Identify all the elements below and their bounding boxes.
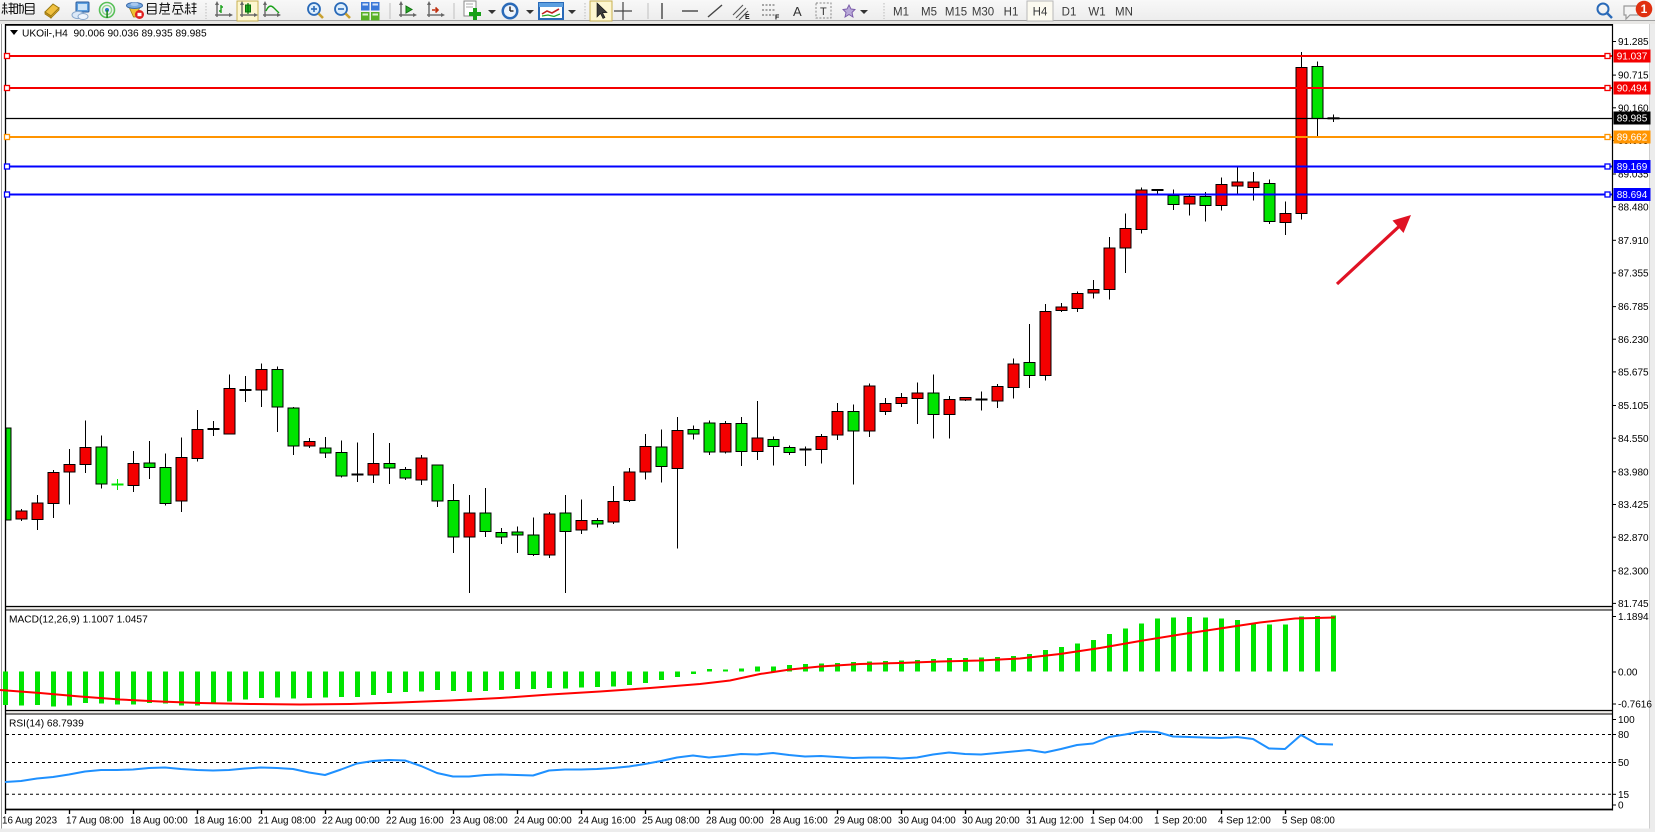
svg-text:82.300: 82.300 xyxy=(1618,566,1649,577)
svg-text:82.870: 82.870 xyxy=(1618,533,1649,544)
svg-text:W1: W1 xyxy=(1088,7,1105,19)
svg-text:89.035: 89.035 xyxy=(1618,170,1649,181)
svg-text:90.715: 90.715 xyxy=(1618,71,1649,82)
svg-text:UKOil-,H4 90.006 90.036 89.93: UKOil-,H4 90.006 90.036 89.935 89.985 xyxy=(22,29,207,40)
svg-text:A: A xyxy=(793,4,802,19)
svg-text:22 Aug 00:00: 22 Aug 00:00 xyxy=(322,816,380,827)
svg-text:M30: M30 xyxy=(972,7,994,19)
svg-text:50: 50 xyxy=(1618,758,1630,769)
svg-text:86.785: 86.785 xyxy=(1618,302,1649,313)
svg-text:23 Aug 08:00: 23 Aug 08:00 xyxy=(450,816,508,827)
svg-text:89.662: 89.662 xyxy=(1617,133,1648,144)
svg-text:-0.7616: -0.7616 xyxy=(1618,700,1652,711)
svg-text:22 Aug 16:00: 22 Aug 16:00 xyxy=(386,816,444,827)
svg-text:1 Sep 20:00: 1 Sep 20:00 xyxy=(1154,816,1207,827)
svg-text:90.494: 90.494 xyxy=(1617,84,1648,95)
svg-text:21 Aug 08:00: 21 Aug 08:00 xyxy=(258,816,316,827)
svg-text:18 Aug 16:00: 18 Aug 16:00 xyxy=(194,816,252,827)
svg-text:MN: MN xyxy=(1115,7,1133,19)
svg-text:80: 80 xyxy=(1618,730,1630,741)
svg-text:91.037: 91.037 xyxy=(1617,52,1648,63)
svg-text:E: E xyxy=(745,14,750,21)
svg-text:81.745: 81.745 xyxy=(1618,599,1649,610)
svg-text:MACD(12,26,9) 1.1007 1.0457: MACD(12,26,9) 1.1007 1.0457 xyxy=(9,615,148,626)
svg-text:1.1894: 1.1894 xyxy=(1618,612,1649,623)
svg-text:91.285: 91.285 xyxy=(1618,37,1649,48)
svg-text:M1: M1 xyxy=(893,7,909,19)
svg-text:RSI(14) 68.7939: RSI(14) 68.7939 xyxy=(9,719,84,730)
svg-text:5 Sep 08:00: 5 Sep 08:00 xyxy=(1282,816,1335,827)
svg-text:87.910: 87.910 xyxy=(1618,236,1649,247)
svg-text:H4: H4 xyxy=(1033,7,1048,19)
svg-text:28 Aug 00:00: 28 Aug 00:00 xyxy=(706,816,764,827)
svg-text:88.694: 88.694 xyxy=(1617,190,1648,201)
svg-text:18 Aug 00:00: 18 Aug 00:00 xyxy=(130,816,188,827)
svg-text:D1: D1 xyxy=(1062,7,1077,19)
svg-text:90.160: 90.160 xyxy=(1618,103,1649,114)
svg-text:89.169: 89.169 xyxy=(1617,162,1648,173)
svg-text:83.980: 83.980 xyxy=(1618,467,1649,478)
svg-text:83.425: 83.425 xyxy=(1618,500,1649,511)
svg-text:89.985: 89.985 xyxy=(1617,114,1648,125)
svg-text:31 Aug 12:00: 31 Aug 12:00 xyxy=(1026,816,1084,827)
svg-text:85.105: 85.105 xyxy=(1618,401,1649,412)
svg-text:T: T xyxy=(820,6,827,18)
svg-text:17 Aug 08:00: 17 Aug 08:00 xyxy=(66,816,124,827)
svg-text:24 Aug 16:00: 24 Aug 16:00 xyxy=(578,816,636,827)
svg-text:86.230: 86.230 xyxy=(1618,335,1649,346)
svg-text:88.480: 88.480 xyxy=(1618,202,1649,213)
svg-text:0: 0 xyxy=(1618,801,1624,812)
svg-text:0.00: 0.00 xyxy=(1618,668,1638,679)
svg-text:4 Sep 12:00: 4 Sep 12:00 xyxy=(1218,816,1271,827)
svg-text:F: F xyxy=(775,15,780,22)
svg-text:H1: H1 xyxy=(1004,7,1019,19)
svg-text:29 Aug 08:00: 29 Aug 08:00 xyxy=(834,816,892,827)
svg-text:1 Sep 04:00: 1 Sep 04:00 xyxy=(1090,816,1143,827)
svg-text:30 Aug 20:00: 30 Aug 20:00 xyxy=(962,816,1020,827)
svg-text:24 Aug 00:00: 24 Aug 00:00 xyxy=(514,816,572,827)
svg-text:25 Aug 08:00: 25 Aug 08:00 xyxy=(642,816,700,827)
svg-text:84.550: 84.550 xyxy=(1618,434,1649,445)
svg-text:28 Aug 16:00: 28 Aug 16:00 xyxy=(770,816,828,827)
svg-text:85.675: 85.675 xyxy=(1618,368,1649,379)
svg-text:100: 100 xyxy=(1618,715,1635,726)
svg-text:M5: M5 xyxy=(921,7,937,19)
svg-text:87.355: 87.355 xyxy=(1618,269,1649,280)
svg-text:16 Aug 2023: 16 Aug 2023 xyxy=(2,816,58,827)
svg-text:1: 1 xyxy=(1641,2,1648,16)
svg-text:15: 15 xyxy=(1618,790,1630,801)
svg-text:M15: M15 xyxy=(945,7,967,19)
svg-text:30 Aug 04:00: 30 Aug 04:00 xyxy=(898,816,956,827)
